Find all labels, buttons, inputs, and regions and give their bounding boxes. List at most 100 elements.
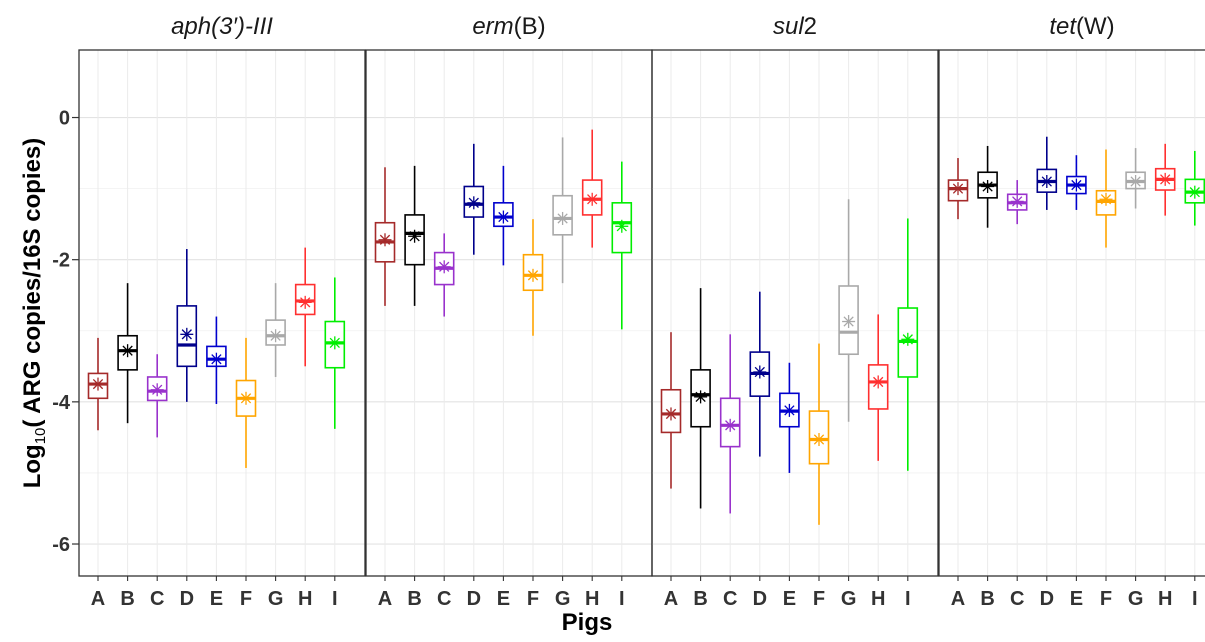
x-tick-label: B: [407, 588, 421, 610]
panel-border: [365, 49, 653, 577]
x-tick-label: F: [240, 588, 252, 610]
x-tick-label: C: [437, 588, 451, 610]
mean-marker: [269, 329, 283, 343]
x-tick-label: I: [619, 588, 625, 610]
x-tick-label: D: [753, 588, 767, 610]
box-G: [552, 137, 573, 284]
x-tick-label: E: [210, 588, 223, 610]
mean-marker: [328, 336, 342, 350]
box-D: [1036, 136, 1058, 210]
box-B: [404, 165, 425, 306]
box-E: [1066, 155, 1087, 210]
x-tick-label: B: [980, 588, 994, 610]
box-I: [611, 161, 633, 330]
box-D: [463, 143, 485, 255]
mean-marker: [209, 352, 223, 366]
mean-marker: [981, 179, 995, 193]
mean-marker: [556, 211, 570, 225]
mean-marker: [585, 192, 599, 206]
mean-marker: [782, 403, 796, 417]
mean-marker: [812, 433, 826, 447]
x-tick-label: E: [1070, 588, 1083, 610]
y-tick-label: -4: [52, 392, 71, 414]
box-D: [176, 249, 198, 402]
mean-marker: [1188, 185, 1202, 199]
mean-marker: [951, 182, 965, 196]
box-B: [117, 283, 138, 424]
box-I: [324, 277, 346, 429]
x-tick-label: D: [1040, 588, 1054, 610]
facet-title: erm(B): [472, 13, 545, 40]
x-tick-label: G: [1128, 588, 1144, 610]
x-tick-label: C: [1010, 588, 1024, 610]
x-tick-label: D: [467, 588, 481, 610]
box-B: [977, 145, 998, 228]
mean-marker: [437, 260, 451, 274]
mean-marker: [180, 327, 194, 341]
grid-lines: [652, 50, 938, 576]
grid-lines: [79, 50, 365, 576]
x-tick-label: H: [585, 588, 599, 610]
box-B: [690, 288, 711, 509]
mean-marker: [239, 391, 253, 405]
x-tick-label: C: [723, 588, 737, 610]
x-tick-label: H: [1158, 588, 1172, 610]
box-C: [146, 354, 168, 438]
mean-marker: [1010, 194, 1024, 208]
mean-marker: [121, 344, 135, 358]
x-tick-label: I: [1192, 588, 1198, 610]
x-tick-label: D: [180, 588, 194, 610]
mean-marker: [723, 418, 737, 432]
box-A: [87, 337, 109, 431]
box-A: [660, 332, 682, 489]
x-tick-label: I: [905, 588, 911, 610]
mean-marker: [1099, 192, 1113, 206]
mean-marker: [1129, 175, 1143, 188]
panel-border: [938, 49, 1205, 577]
box-C: [433, 233, 455, 317]
x-tick-label: C: [150, 588, 164, 610]
panel-border: [651, 49, 939, 577]
mean-marker: [1040, 175, 1054, 188]
mean-marker: [871, 375, 885, 389]
x-tick-label: H: [871, 588, 885, 610]
box-A: [947, 158, 969, 220]
mean-marker: [467, 196, 481, 210]
mean-marker: [496, 210, 510, 224]
box-G: [838, 199, 859, 422]
box-G: [1125, 148, 1146, 209]
mean-marker: [694, 390, 708, 404]
mean-marker: [408, 229, 422, 243]
box-F: [522, 219, 544, 336]
mean-marker: [526, 268, 540, 282]
box-A: [374, 167, 396, 306]
mean-marker: [298, 295, 312, 309]
box-I: [897, 218, 919, 471]
grid-lines: [939, 50, 1205, 576]
box-E: [206, 316, 227, 404]
x-tick-label: A: [378, 588, 392, 610]
x-tick-label: G: [841, 588, 857, 610]
x-tick-label: H: [298, 588, 312, 610]
box-H: [294, 247, 316, 367]
box-F: [1095, 149, 1117, 248]
mean-marker: [1069, 178, 1083, 192]
facet-title: aph(3′)-III: [171, 13, 273, 40]
y-tick-label: -2: [52, 250, 70, 272]
x-tick-label: B: [693, 588, 707, 610]
mean-marker: [901, 332, 915, 346]
box-H: [1154, 143, 1176, 216]
mean-marker: [615, 219, 629, 233]
mean-marker: [91, 377, 105, 391]
x-axis-title: Pigs: [562, 609, 613, 636]
y-tick-label: 0: [59, 108, 70, 130]
x-tick-label: A: [951, 588, 965, 610]
box-C: [1006, 180, 1028, 225]
